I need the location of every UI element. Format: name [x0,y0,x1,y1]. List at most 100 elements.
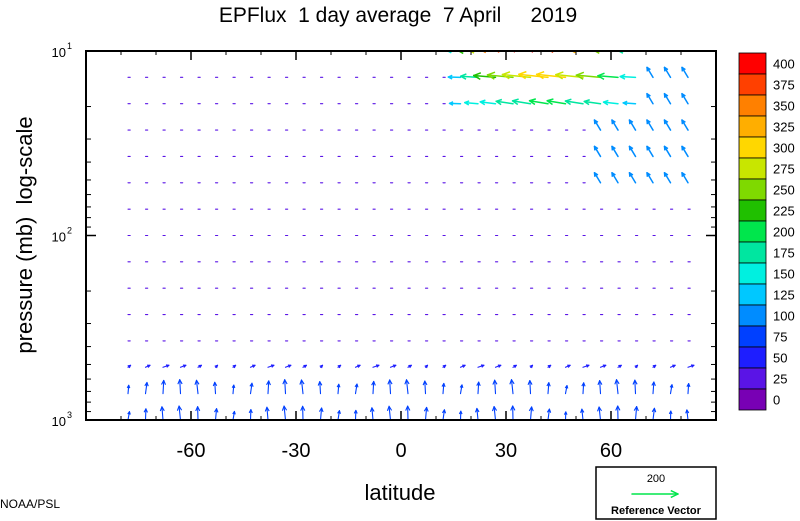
flux-vector [176,405,183,420]
flux-vector [300,405,306,420]
flux-vector [477,364,485,368]
flux-vector [663,145,672,158]
flux-vector [652,51,654,52]
flux-vector [681,172,689,184]
flux-vector [611,145,619,158]
y-tick-exponent: 3 [67,410,72,420]
flux-vector [510,405,516,420]
flux-vector [632,379,638,395]
flux-vector [264,406,270,420]
flux-vector [685,409,690,420]
colorbar-label: 175 [773,246,795,261]
flux-vector [177,379,183,395]
flux-vector [249,364,256,368]
flux-vector [663,92,672,105]
flux-vector [511,98,532,106]
flux-vector [528,98,549,106]
flux-vector [615,405,621,420]
flux-vector [491,406,498,420]
y-axis-label: pressure (mb) log-scale [12,116,37,353]
flux-vector [583,99,602,106]
flux-vector [575,71,602,80]
flux-vector [581,382,586,395]
plot-area [85,50,717,421]
flux-vector [231,384,236,395]
colorbar-label: 75 [773,330,787,345]
flux-vector [387,379,393,395]
flux-vector [144,364,151,368]
colorbar-swatch [738,157,767,180]
flux-vector [162,364,170,368]
flux-vector [441,382,446,395]
flux-vector [404,379,410,395]
flux-vector [424,364,429,369]
colorbar-label: 150 [773,267,795,282]
colorbar-swatch [738,220,767,243]
flux-vector [669,51,672,52]
flux-vector [564,98,584,106]
flux-vector [546,98,567,106]
flux-vector [617,364,622,369]
colorbar-label: 325 [773,120,795,135]
colorbar-label: 300 [773,141,795,156]
flux-vector [529,364,534,369]
flux-vector [669,384,674,395]
reference-vector-arrow [631,489,679,499]
flux-vector [458,410,463,420]
flux-vector [593,119,602,131]
flux-vector [282,379,288,395]
y-tick-exponent: 2 [67,226,72,236]
flux-vector [127,411,131,420]
flux-vector [281,405,288,420]
flux-vector [509,379,515,395]
flux-vector [593,51,619,54]
flux-vector [580,408,585,420]
colorbar-swatch [738,178,767,201]
flux-vector [564,385,569,395]
flux-vector [518,70,549,80]
flux-vector [628,119,637,131]
flux-vector [161,379,167,395]
flux-vector [611,172,619,184]
flux-vector [597,406,602,420]
flux-vector [407,364,412,369]
colorbar-label: 225 [773,204,795,219]
colorbar-label: 50 [773,351,787,366]
flux-vector [652,364,657,369]
flux-vector [459,364,466,368]
colorbar-swatch [738,241,767,264]
flux-vector [486,71,514,80]
flux-vector [619,73,637,80]
flux-vector [631,489,679,499]
flux-vector [422,380,428,395]
flux-vector [405,405,411,420]
flux-vector [495,98,514,106]
colorbar-swatch [738,388,767,411]
flux-vector [336,383,341,395]
x-axis-label: latitude [365,480,436,505]
flux-vector [249,382,254,395]
flux-vector [528,406,534,420]
flux-vector [448,101,462,106]
flux-vector [386,405,393,420]
flux-vector [564,364,571,368]
colorbar: 4003753503253002752502252001751501251007… [738,52,795,411]
credit-text: NOAA/PSL [0,497,60,511]
flux-vector [479,99,497,106]
x-tick-label: 30 [495,440,517,462]
y-tick-label: 10 [52,230,66,245]
flux-vector [611,119,619,131]
flux-vector [474,407,480,420]
flux-vector [602,99,619,106]
flux-vector [599,364,607,368]
colorbar-swatch [738,325,767,348]
flux-vector [681,92,689,105]
flux-vector [302,364,307,369]
flux-vector [663,119,672,131]
flux-vector [369,407,375,420]
reference-vector-magnitude: 200 [647,473,665,485]
flux-vector [651,381,656,395]
flux-vector [593,145,602,158]
